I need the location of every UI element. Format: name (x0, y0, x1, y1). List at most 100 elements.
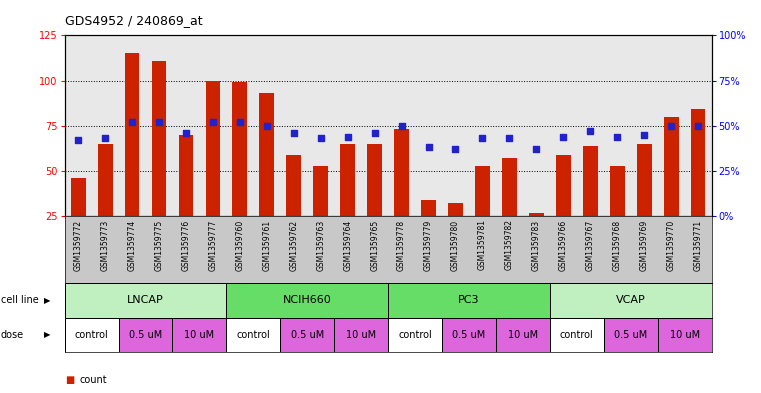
Bar (496, 318, 550, 352)
Bar (610, 165, 625, 216)
Text: GSM1359770: GSM1359770 (667, 219, 676, 271)
Point (557, 134, 569, 140)
Text: GSM1359783: GSM1359783 (532, 219, 541, 271)
Point (234, 119, 246, 125)
Point (692, 123, 704, 129)
Bar (314, 165, 328, 216)
Text: GSM1359774: GSM1359774 (128, 219, 136, 271)
Text: 0.5 uM: 0.5 uM (291, 330, 324, 340)
Text: dose: dose (1, 330, 24, 340)
Text: control: control (398, 330, 432, 340)
Text: GSM1359779: GSM1359779 (424, 219, 433, 271)
Bar (280, 318, 334, 352)
Text: ▶: ▶ (44, 296, 51, 305)
Text: control: control (560, 330, 594, 340)
Point (99, 135, 111, 141)
Text: control: control (237, 330, 270, 340)
Text: control: control (75, 330, 109, 340)
Point (665, 123, 677, 129)
Bar (529, 213, 544, 216)
Bar (550, 318, 603, 352)
Text: GSM1359773: GSM1359773 (100, 219, 110, 271)
Bar (334, 318, 388, 352)
Text: GSM1359780: GSM1359780 (451, 219, 460, 271)
Text: GDS4952 / 240869_at: GDS4952 / 240869_at (65, 15, 202, 28)
Text: GSM1359764: GSM1359764 (343, 219, 352, 271)
Text: GSM1359772: GSM1359772 (74, 219, 83, 271)
Bar (658, 318, 712, 352)
Bar (502, 158, 517, 216)
Bar (664, 117, 679, 216)
Bar (421, 200, 436, 216)
Point (314, 135, 326, 141)
Text: GSM1359777: GSM1359777 (209, 219, 218, 271)
Text: 0.5 uM: 0.5 uM (129, 330, 162, 340)
Point (450, 146, 462, 152)
Bar (448, 204, 463, 216)
Text: 10 uM: 10 uM (346, 330, 376, 340)
Point (72, 137, 84, 143)
Bar (603, 318, 658, 352)
Text: 10 uM: 10 uM (670, 330, 699, 340)
Text: GSM1359782: GSM1359782 (505, 219, 514, 270)
Text: 0.5 uM: 0.5 uM (614, 330, 648, 340)
Bar (71, 178, 85, 216)
Bar (260, 93, 274, 216)
Text: PC3: PC3 (458, 295, 479, 305)
Point (396, 123, 408, 129)
Text: VCAP: VCAP (616, 295, 645, 305)
Text: GSM1359761: GSM1359761 (263, 219, 272, 271)
Bar (388, 283, 550, 318)
Bar (442, 318, 496, 352)
Point (126, 119, 139, 125)
Bar (475, 165, 490, 216)
Point (584, 128, 597, 134)
Bar (388, 318, 442, 352)
Text: count: count (80, 375, 107, 385)
Bar (232, 83, 247, 216)
Point (422, 144, 435, 151)
Point (611, 134, 623, 140)
Bar (340, 144, 355, 216)
Point (530, 146, 543, 152)
Point (368, 130, 380, 136)
Text: GSM1359767: GSM1359767 (586, 219, 595, 271)
Text: 10 uM: 10 uM (508, 330, 538, 340)
Text: cell line: cell line (1, 295, 39, 305)
Bar (637, 144, 651, 216)
Text: GSM1359769: GSM1359769 (640, 219, 648, 271)
Text: GSM1359778: GSM1359778 (397, 219, 406, 271)
Text: GSM1359760: GSM1359760 (235, 219, 244, 271)
Point (261, 123, 273, 129)
Bar (151, 61, 167, 216)
Bar (556, 155, 571, 216)
Text: ■: ■ (65, 375, 74, 385)
Point (153, 119, 165, 125)
Bar (65, 283, 227, 318)
Point (476, 135, 489, 141)
Bar (550, 283, 712, 318)
Bar (97, 144, 113, 216)
Bar (179, 135, 193, 216)
Bar (394, 129, 409, 216)
Text: LNCAP: LNCAP (127, 295, 164, 305)
Bar (205, 81, 221, 216)
Text: 0.5 uM: 0.5 uM (452, 330, 486, 340)
Text: GSM1359775: GSM1359775 (154, 219, 164, 271)
Text: GSM1359763: GSM1359763 (317, 219, 325, 271)
Text: ▶: ▶ (44, 331, 51, 339)
Bar (691, 110, 705, 216)
Text: NCIH660: NCIH660 (283, 295, 332, 305)
Point (288, 130, 300, 136)
Text: GSM1359768: GSM1359768 (613, 219, 622, 271)
Text: GSM1359766: GSM1359766 (559, 219, 568, 271)
Text: GSM1359771: GSM1359771 (693, 219, 702, 271)
Text: GSM1359776: GSM1359776 (181, 219, 190, 271)
Bar (65, 318, 119, 352)
Bar (583, 146, 597, 216)
Bar (227, 318, 280, 352)
Text: GSM1359765: GSM1359765 (370, 219, 379, 271)
Point (207, 119, 219, 125)
Point (342, 134, 354, 140)
Bar (173, 318, 227, 352)
